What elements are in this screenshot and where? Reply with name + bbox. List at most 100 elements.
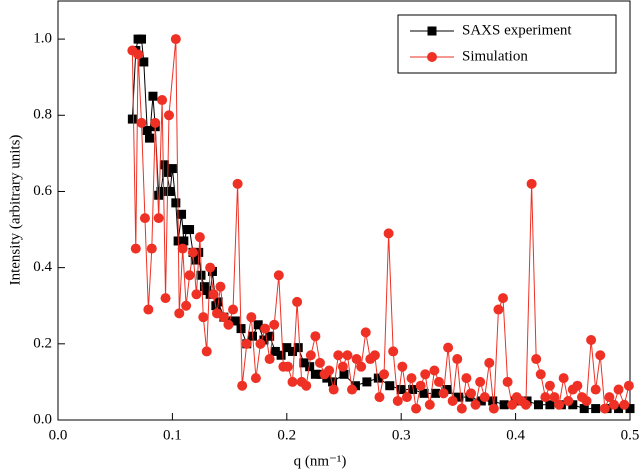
marker — [288, 346, 298, 356]
marker — [545, 400, 555, 410]
marker — [401, 392, 412, 403]
marker — [142, 126, 152, 136]
marker — [237, 380, 248, 391]
marker — [137, 34, 147, 44]
marker — [614, 404, 624, 414]
marker — [613, 384, 624, 395]
y-tick-label: 1.0 — [33, 31, 52, 47]
marker — [379, 369, 390, 380]
marker — [420, 369, 431, 380]
marker — [146, 243, 157, 254]
marker — [174, 308, 185, 319]
marker — [156, 186, 166, 196]
marker — [190, 255, 200, 265]
marker — [558, 373, 569, 384]
marker — [498, 293, 509, 304]
marker — [228, 304, 239, 315]
marker — [270, 346, 280, 356]
marker — [383, 228, 394, 239]
marker — [385, 381, 395, 391]
marker — [520, 399, 531, 410]
marker — [194, 232, 205, 243]
marker — [438, 388, 449, 399]
marker — [324, 365, 335, 376]
marker — [232, 178, 243, 189]
marker — [218, 312, 229, 323]
marker — [568, 400, 578, 410]
marker — [139, 57, 149, 67]
marker — [293, 343, 303, 353]
marker — [433, 376, 444, 387]
marker — [230, 316, 240, 326]
marker — [579, 404, 589, 414]
marker — [153, 213, 164, 224]
x-tick-label: 0.2 — [277, 427, 296, 443]
marker — [476, 396, 486, 406]
marker — [453, 392, 463, 402]
marker — [443, 342, 454, 353]
y-axis-label: Intensity (arbitrary units) — [7, 135, 23, 286]
marker — [305, 350, 316, 361]
marker — [328, 384, 339, 395]
marker — [223, 319, 234, 330]
marker — [623, 380, 634, 391]
marker — [264, 354, 275, 365]
marker — [392, 395, 403, 406]
marker — [159, 160, 169, 170]
legend-box — [397, 14, 617, 74]
marker — [143, 304, 154, 315]
marker — [305, 362, 315, 372]
marker — [299, 358, 309, 368]
marker — [133, 49, 144, 60]
marker — [595, 350, 606, 361]
marker — [187, 247, 198, 258]
marker — [431, 388, 441, 398]
y-tick-label: 0.2 — [33, 335, 52, 351]
marker — [253, 320, 263, 330]
x-tick-label: 0.4 — [506, 427, 525, 443]
marker — [531, 354, 542, 365]
marker — [150, 117, 161, 128]
marker — [201, 346, 212, 357]
legend: SAXS experiment Simulation — [397, 14, 617, 74]
marker — [447, 395, 458, 406]
marker — [479, 392, 490, 403]
marker — [339, 369, 349, 379]
marker — [408, 385, 418, 395]
marker — [604, 392, 615, 403]
marker — [276, 350, 286, 360]
marker — [333, 350, 344, 361]
marker — [314, 357, 325, 368]
marker — [429, 365, 440, 376]
marker — [535, 369, 546, 380]
marker — [127, 114, 137, 124]
x-axis-label: q (nm⁻¹) — [294, 453, 347, 469]
marker — [139, 213, 150, 224]
marker — [347, 384, 358, 395]
marker — [342, 350, 353, 361]
marker — [484, 357, 495, 368]
marker — [470, 399, 481, 410]
y-tick-label: 0.0 — [33, 411, 52, 427]
marker — [572, 380, 583, 391]
marker — [374, 392, 385, 403]
marker — [292, 296, 303, 307]
marker — [208, 289, 219, 300]
marker — [590, 384, 601, 395]
marker — [282, 361, 293, 372]
marker — [167, 164, 177, 174]
marker — [260, 323, 271, 334]
marker — [488, 403, 499, 414]
plot-frame — [57, 0, 631, 421]
marker — [191, 289, 202, 300]
marker — [362, 377, 372, 387]
x-tick-label: 0.1 — [163, 427, 182, 443]
marker — [499, 400, 509, 410]
marker — [310, 331, 321, 342]
marker — [273, 270, 284, 281]
marker — [157, 95, 168, 106]
marker — [424, 399, 435, 410]
marker — [351, 354, 362, 365]
marker — [533, 400, 543, 410]
